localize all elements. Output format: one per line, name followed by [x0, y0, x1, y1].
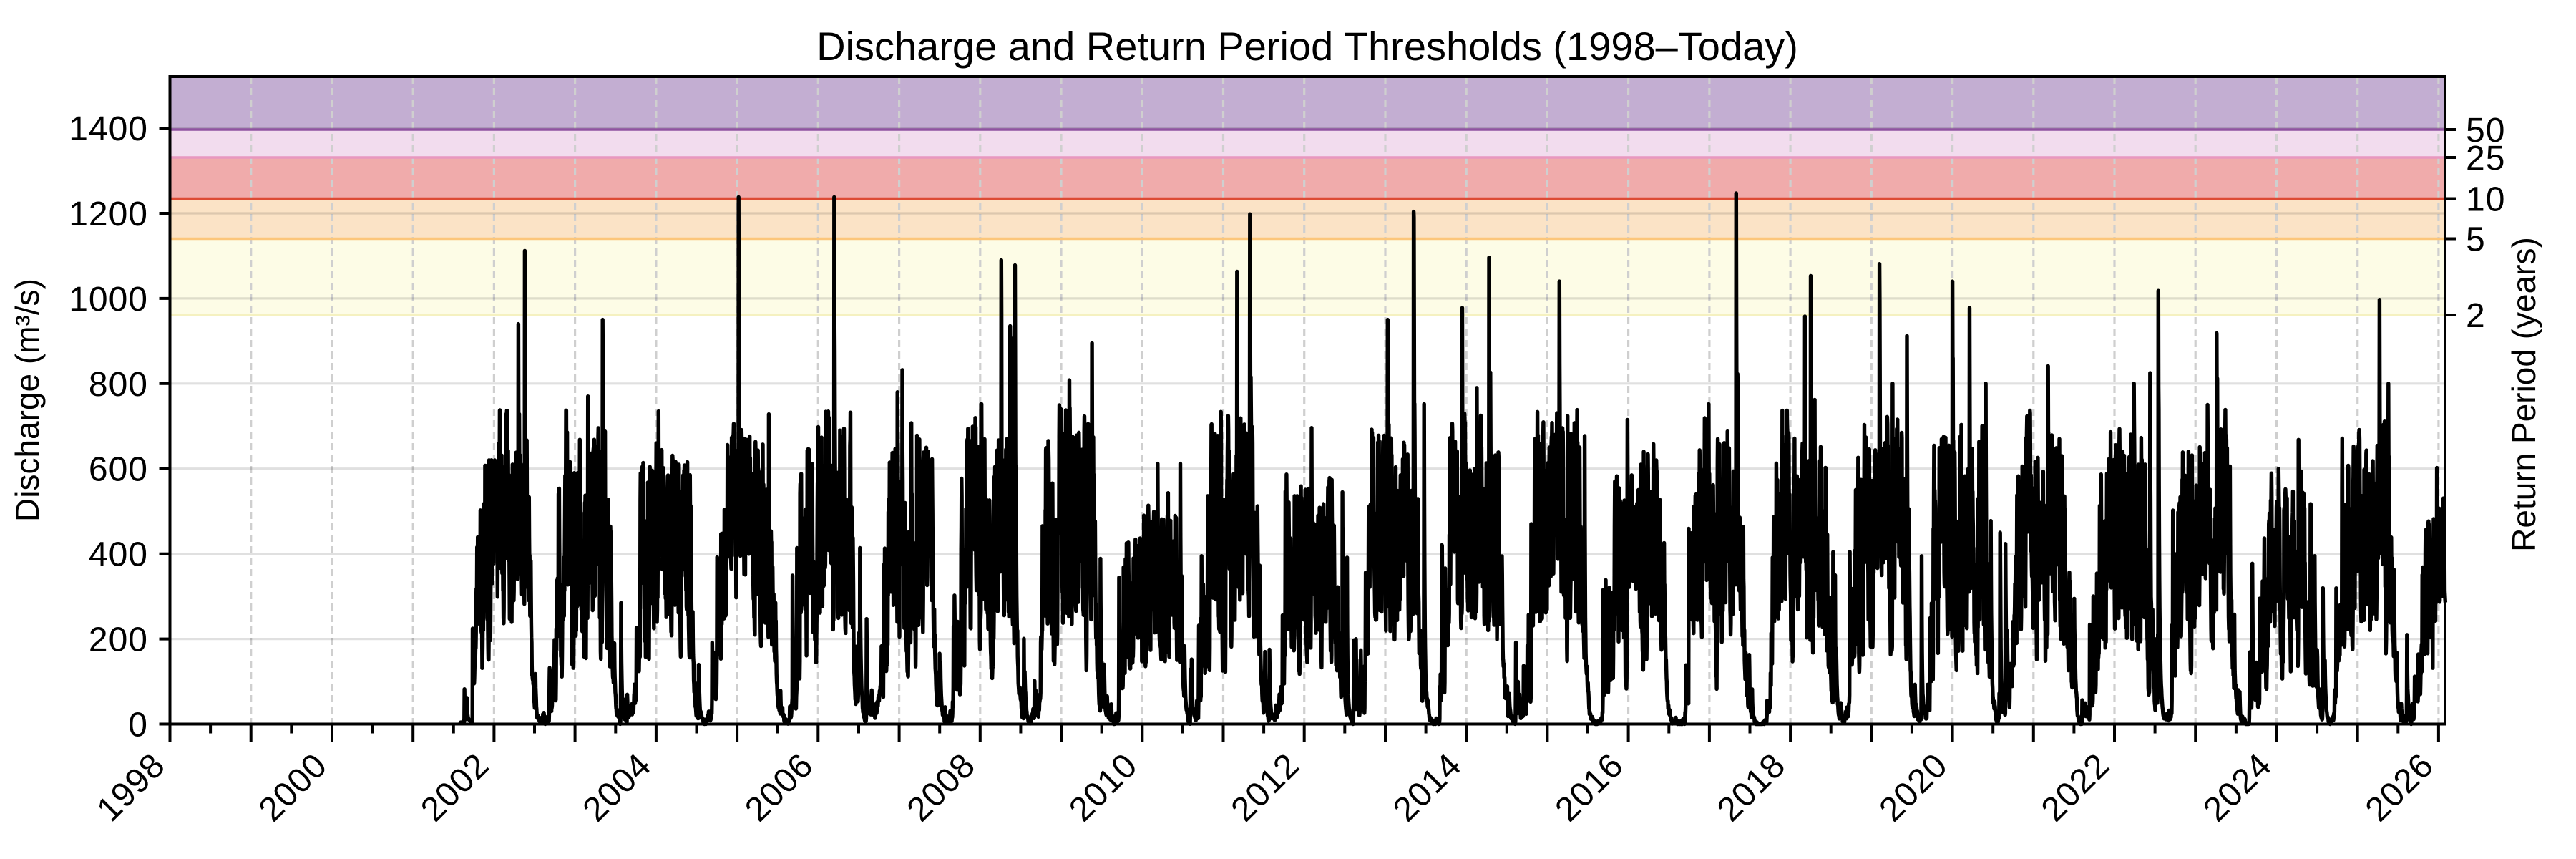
svg-text:1200: 1200 [69, 195, 148, 233]
svg-text:0: 0 [128, 707, 148, 744]
svg-text:2: 2 [2466, 297, 2486, 335]
svg-text:Discharge (m³/s): Discharge (m³/s) [9, 278, 46, 522]
svg-text:Discharge and Return Period Th: Discharge and Return Period Thresholds (… [816, 24, 1798, 69]
svg-text:400: 400 [89, 536, 148, 574]
svg-text:800: 800 [89, 366, 148, 404]
svg-text:Return Period (years): Return Period (years) [2505, 237, 2542, 552]
svg-text:1000: 1000 [69, 281, 148, 319]
svg-text:1400: 1400 [69, 110, 148, 148]
svg-text:10: 10 [2466, 181, 2505, 219]
svg-text:50: 50 [2466, 112, 2505, 150]
svg-text:200: 200 [89, 621, 148, 659]
svg-text:25: 25 [2466, 140, 2505, 178]
svg-text:600: 600 [89, 451, 148, 489]
svg-text:5: 5 [2466, 221, 2486, 259]
